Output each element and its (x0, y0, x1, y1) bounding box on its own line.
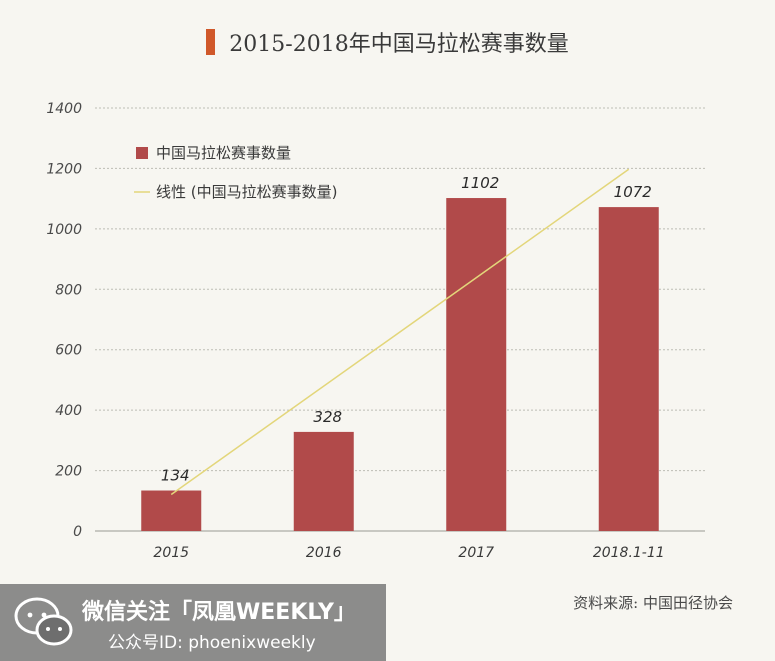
trendline (170, 168, 630, 496)
watermark-line1: 微信关注「凤凰WEEKLY」 (82, 600, 356, 625)
watermark-line2: 公众号ID: phoenixweekly (108, 633, 316, 653)
x-tick-label: 2018.1-11 (593, 545, 665, 561)
y-tick-label: 0 (73, 524, 82, 540)
legend-label-bar: 中国马拉松赛事数量 (156, 144, 291, 162)
bar (446, 198, 507, 531)
y-tick-label: 200 (55, 464, 82, 480)
title-accent-bar (206, 29, 216, 55)
x-tick-label: 2016 (306, 545, 342, 561)
legend-swatch-bar (136, 147, 148, 159)
wechat-icon (14, 597, 73, 646)
chart-title-text: 2015-2018年中国马拉松赛事数量 (229, 32, 569, 57)
chart-title: 2015-2018年中国马拉松赛事数量 (0, 26, 775, 60)
legend-label-trend: 线性 (中国马拉松赛事数量) (156, 183, 337, 201)
data-label: 328 (313, 408, 342, 426)
y-tick-label: 800 (55, 282, 82, 298)
y-tick-label: 1000 (46, 222, 82, 238)
data-label: 1072 (614, 183, 652, 201)
watermark: 微信关注「凤凰WEEKLY」 公众号ID: phoenixweekly (0, 584, 386, 661)
bar (141, 490, 202, 531)
bar (293, 431, 354, 531)
x-tick-label: 2015 (153, 545, 189, 561)
y-tick-label: 600 (55, 343, 82, 359)
source-note: 资料来源: 中国田径协会 (573, 594, 733, 612)
data-label: 1102 (461, 174, 499, 192)
x-tick-label: 2017 (458, 545, 494, 561)
y-tick-label: 1400 (46, 101, 82, 117)
data-label: 134 (161, 467, 190, 485)
y-tick-label: 400 (55, 403, 82, 419)
bar (598, 207, 659, 532)
y-tick-label: 1200 (46, 161, 82, 177)
